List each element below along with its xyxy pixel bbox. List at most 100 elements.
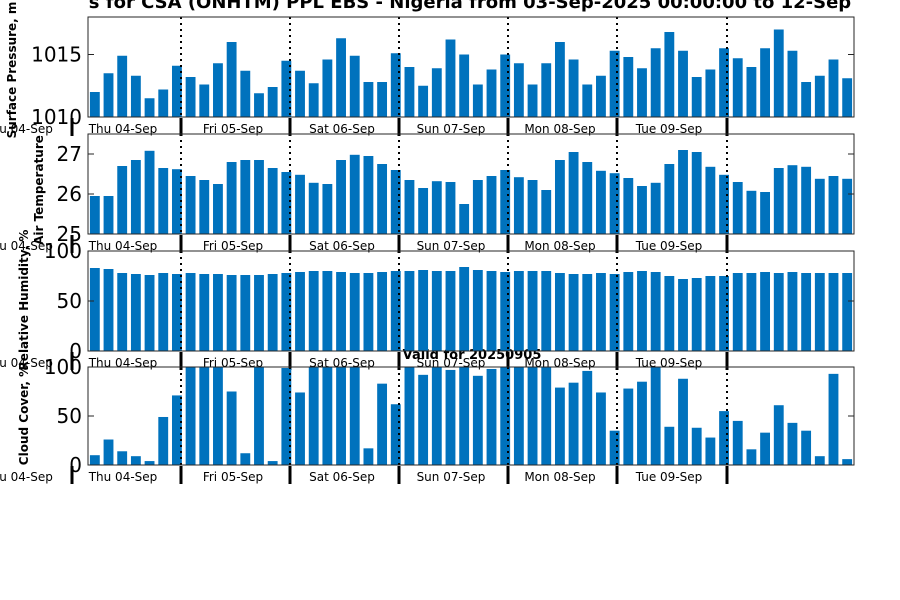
y-tick-label: 26 bbox=[57, 182, 82, 206]
x-tick-label: Thu 04-Sep bbox=[88, 239, 158, 253]
bar bbox=[295, 392, 305, 465]
x-tick-label: Sat 06-Sep bbox=[309, 470, 375, 484]
bar bbox=[89, 92, 100, 117]
bar bbox=[322, 367, 333, 465]
bar bbox=[554, 387, 565, 465]
bar bbox=[254, 93, 264, 117]
bar bbox=[732, 420, 743, 465]
x-tick-label: Thu 04-Sep bbox=[88, 122, 158, 136]
x-tick-label: Sat 06-Sep bbox=[309, 239, 375, 253]
bar bbox=[541, 367, 552, 465]
bar bbox=[130, 274, 141, 351]
bar bbox=[199, 367, 210, 465]
bar bbox=[664, 164, 675, 234]
bar bbox=[295, 272, 305, 351]
bar bbox=[377, 383, 388, 465]
bar bbox=[732, 273, 743, 351]
bar bbox=[541, 63, 552, 117]
bar bbox=[390, 271, 401, 351]
bar bbox=[254, 275, 264, 351]
bar bbox=[281, 273, 292, 351]
bar bbox=[623, 272, 634, 351]
x-tick-label: Tue 09-Sep bbox=[635, 356, 703, 370]
bar bbox=[650, 367, 661, 465]
bar bbox=[213, 274, 223, 351]
x-tick-label: Thu 04-Sep bbox=[88, 470, 158, 484]
bar bbox=[103, 73, 114, 117]
bar bbox=[527, 84, 538, 117]
bar bbox=[295, 70, 305, 117]
bar bbox=[336, 160, 346, 234]
bar bbox=[240, 160, 251, 234]
x-tick-label: u 04-Sep bbox=[0, 239, 53, 253]
bar bbox=[678, 150, 688, 234]
bar bbox=[130, 160, 141, 234]
bar bbox=[185, 273, 196, 351]
bar bbox=[336, 272, 346, 351]
bar bbox=[295, 174, 305, 234]
bar bbox=[171, 169, 182, 234]
bar bbox=[158, 168, 169, 234]
bar bbox=[404, 67, 415, 117]
bar bbox=[322, 271, 333, 351]
bar bbox=[459, 367, 470, 465]
y-tick-label: 50 bbox=[57, 404, 82, 428]
bar bbox=[158, 89, 169, 117]
bar bbox=[472, 84, 483, 117]
bar bbox=[144, 98, 155, 117]
y-tick-label: 100 bbox=[44, 355, 82, 379]
bar bbox=[103, 439, 114, 465]
bar bbox=[171, 65, 182, 117]
bar bbox=[541, 271, 552, 351]
bar bbox=[814, 178, 825, 234]
x-tick-label: u 04-Sep bbox=[0, 470, 53, 484]
bar bbox=[486, 368, 497, 465]
x-tick-label: Mon 08-Sep bbox=[524, 122, 595, 136]
y-tick-label: 100 bbox=[44, 239, 82, 263]
bar bbox=[582, 162, 593, 234]
bar bbox=[240, 275, 251, 351]
bar bbox=[377, 272, 388, 351]
bar bbox=[377, 82, 388, 117]
bar bbox=[322, 59, 333, 117]
bar bbox=[363, 273, 374, 351]
bar bbox=[267, 87, 278, 117]
bar bbox=[637, 271, 647, 351]
bar bbox=[691, 77, 702, 117]
bar bbox=[240, 453, 251, 465]
bar bbox=[349, 273, 360, 351]
bar bbox=[486, 176, 497, 234]
bar bbox=[554, 160, 565, 234]
bar bbox=[705, 276, 716, 351]
bar bbox=[678, 378, 688, 465]
bar bbox=[513, 271, 524, 351]
bar bbox=[596, 273, 606, 351]
bar bbox=[336, 38, 346, 117]
bar bbox=[582, 370, 593, 465]
bar bbox=[144, 275, 155, 351]
bar bbox=[445, 271, 456, 351]
bar bbox=[431, 367, 442, 465]
bar bbox=[568, 382, 579, 465]
bar bbox=[431, 68, 442, 117]
bar bbox=[89, 268, 100, 351]
bar bbox=[281, 172, 292, 234]
bar bbox=[623, 57, 634, 117]
bar bbox=[267, 274, 278, 351]
bar bbox=[828, 373, 839, 465]
bar bbox=[513, 63, 524, 117]
bar bbox=[527, 367, 538, 465]
bar bbox=[390, 53, 401, 117]
bar bbox=[513, 367, 524, 465]
bar bbox=[418, 374, 429, 465]
bar bbox=[431, 271, 442, 351]
bar bbox=[787, 272, 798, 351]
bar bbox=[746, 449, 757, 465]
x-tick-label: Tue 09-Sep bbox=[635, 239, 703, 253]
bar bbox=[746, 190, 757, 234]
bar bbox=[814, 75, 825, 117]
bar bbox=[527, 180, 538, 234]
bar bbox=[486, 69, 497, 117]
